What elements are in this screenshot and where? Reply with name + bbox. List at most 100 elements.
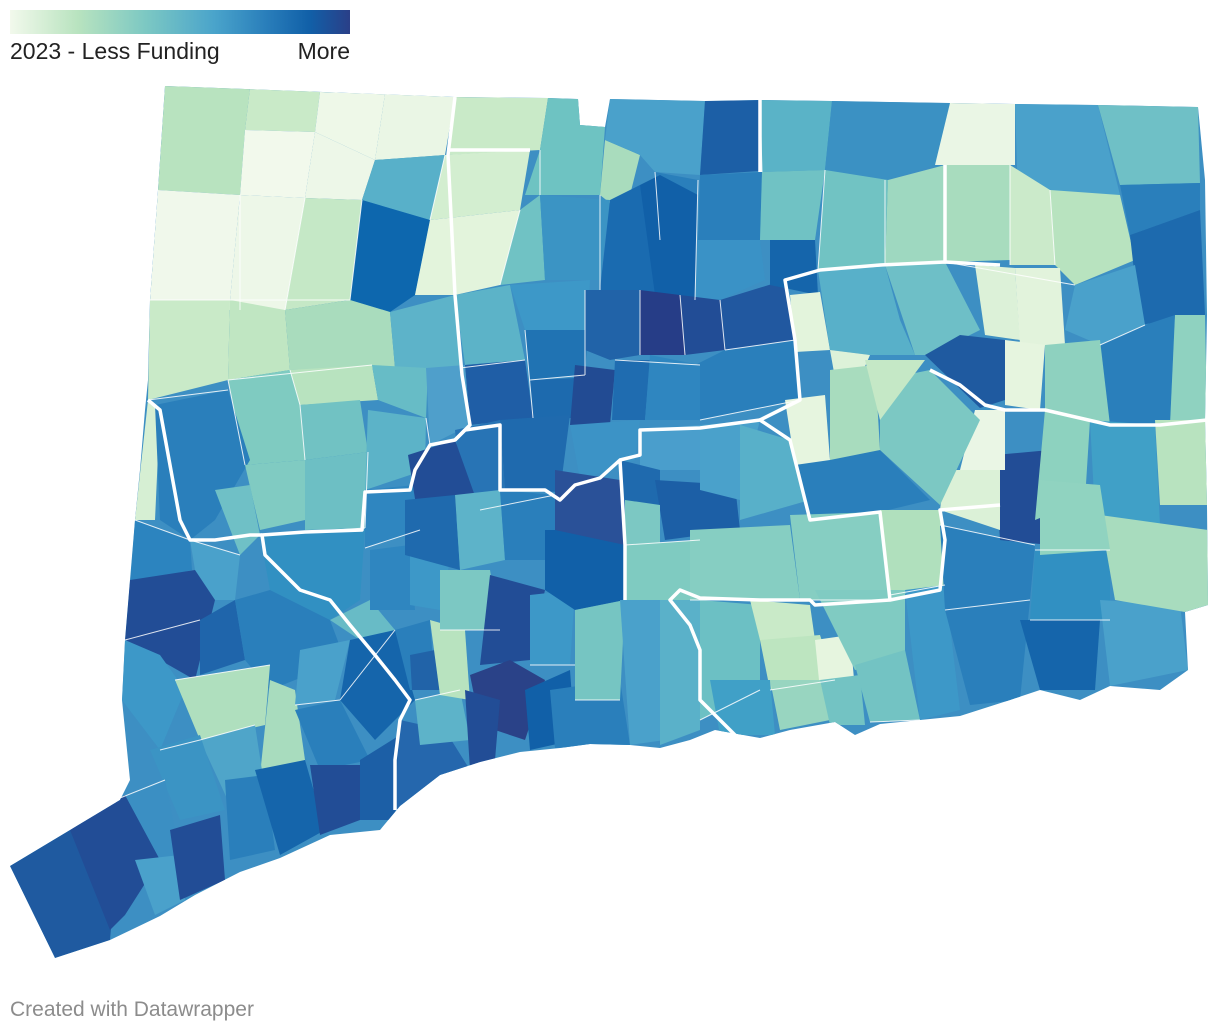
town: [155, 390, 250, 540]
town: [1010, 165, 1055, 265]
town: [122, 640, 185, 750]
town: [480, 575, 545, 665]
town: [330, 600, 395, 640]
town: [885, 165, 945, 265]
town: [570, 420, 640, 480]
town: [690, 525, 800, 600]
town: [885, 262, 980, 355]
town: [695, 240, 765, 300]
town: [720, 280, 795, 350]
town: [1040, 480, 1110, 555]
town: [1100, 600, 1188, 686]
town: [575, 600, 625, 700]
town: [818, 170, 888, 270]
town: [790, 292, 830, 352]
town: [70, 795, 160, 930]
town: [370, 545, 415, 610]
town: [795, 450, 930, 520]
town: [710, 680, 775, 735]
town: [785, 395, 830, 465]
town: [530, 378, 575, 418]
town: [426, 365, 470, 445]
town: [750, 600, 815, 640]
county-boundaries: [146, 96, 1208, 810]
town: [625, 500, 660, 555]
town: [660, 600, 700, 745]
town: [300, 400, 368, 460]
town: [612, 360, 650, 420]
town: [148, 300, 230, 400]
town: [150, 735, 225, 820]
town: [825, 101, 950, 180]
town: [820, 675, 865, 725]
footer-credit[interactable]: Created with Datawrapper: [10, 998, 254, 1021]
town: [698, 172, 762, 240]
town: [525, 330, 588, 380]
legend: 2023 - Less Funding More: [10, 10, 350, 68]
town: [255, 760, 325, 855]
town: [640, 175, 698, 300]
town: [295, 640, 350, 705]
region-new-london: [620, 360, 1208, 735]
town: [228, 370, 305, 465]
town: [135, 400, 160, 520]
town: [1100, 315, 1175, 425]
town: [130, 520, 192, 585]
town: [760, 170, 825, 240]
town: [500, 195, 545, 285]
town: [620, 600, 665, 745]
town: [925, 335, 1005, 408]
town: [940, 470, 1000, 530]
town: [570, 365, 615, 425]
town: [225, 775, 275, 860]
town: [395, 720, 470, 810]
town: [135, 855, 185, 915]
town: [855, 650, 920, 722]
town: [945, 165, 1010, 262]
town: [1170, 315, 1207, 425]
town: [455, 490, 505, 570]
region-new-haven-middlesex: [340, 470, 700, 820]
town: [695, 340, 800, 420]
town: [310, 765, 360, 835]
town: [340, 630, 415, 740]
town: [375, 94, 455, 160]
town: [305, 132, 375, 200]
town: [540, 195, 610, 280]
town: [362, 155, 445, 220]
town: [465, 360, 533, 425]
town: [245, 88, 320, 132]
town: [430, 150, 530, 220]
town: [770, 680, 830, 730]
town: [625, 540, 700, 600]
town: [790, 512, 890, 600]
town: [210, 195, 305, 310]
town: [1015, 268, 1065, 345]
town: [448, 97, 548, 155]
town: [1155, 420, 1208, 505]
town: [935, 103, 1015, 165]
town: [350, 200, 430, 312]
town: [150, 190, 240, 300]
town: [1065, 265, 1145, 345]
town: [1030, 550, 1110, 620]
town: [640, 425, 700, 470]
town: [640, 290, 685, 355]
town: [260, 528, 365, 620]
town: [285, 300, 395, 370]
town: [605, 99, 705, 175]
town: [975, 265, 1020, 340]
town: [995, 450, 1050, 545]
town: [285, 198, 362, 310]
town: [228, 300, 290, 380]
region-hartford: [415, 97, 800, 495]
legend-high-label: More: [297, 38, 350, 64]
town: [1050, 190, 1135, 285]
town: [945, 600, 1030, 705]
town: [545, 530, 625, 610]
town: [680, 295, 725, 355]
town: [415, 210, 520, 295]
town: [405, 495, 460, 570]
town: [175, 665, 270, 740]
